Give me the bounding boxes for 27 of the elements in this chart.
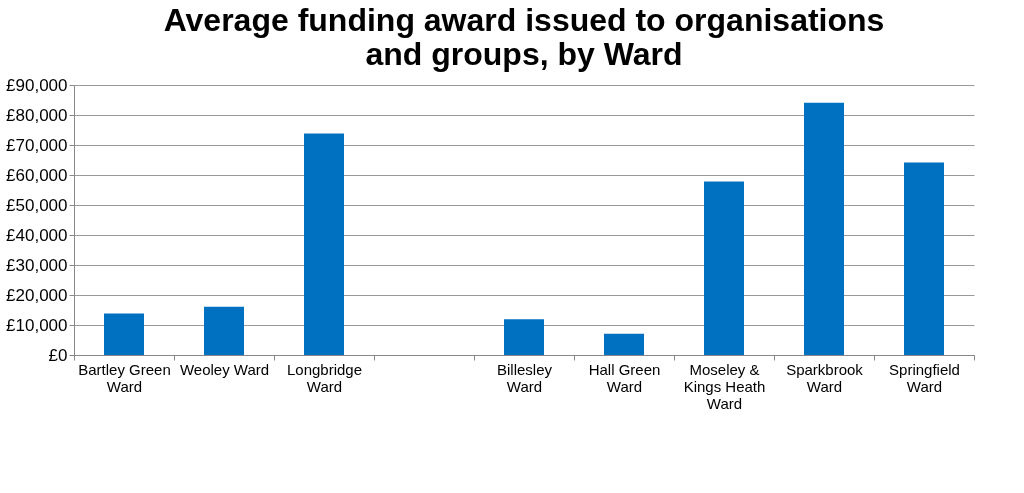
bar (904, 162, 944, 355)
chart-title: Average funding award issued to organisations and groups, by Ward (163, 2, 885, 72)
y-tick-label: £50,000 (6, 195, 68, 215)
bar (704, 181, 744, 355)
y-tick-label: £10,000 (6, 315, 68, 335)
y-tick-label: £30,000 (6, 255, 68, 275)
bar (504, 319, 544, 355)
y-tick-label: £0 (48, 345, 68, 365)
bar (304, 133, 344, 355)
x-tick-label: Hall Green Ward (588, 360, 661, 395)
bar (604, 333, 644, 355)
x-tick-label: Weoley Ward (179, 360, 270, 378)
x-tick-label: Sparkbrook Ward (786, 360, 864, 395)
y-tick-label: £40,000 (6, 225, 68, 245)
x-tick-label: Springfield Ward (889, 360, 960, 395)
bar (804, 102, 844, 355)
bar (204, 306, 244, 355)
x-tick-label: Longbridge Ward (286, 360, 363, 395)
x-tick-label: Moseley & Kings Heath Ward (683, 360, 766, 412)
x-tick-label: Billesley Ward (496, 360, 553, 395)
y-tick-label: £60,000 (6, 165, 68, 185)
y-tick-label: £90,000 (6, 75, 68, 95)
y-tick-label: £80,000 (6, 105, 68, 125)
x-tick-label: Bartley Green Ward (78, 360, 171, 395)
y-tick-label: £20,000 (6, 285, 68, 305)
bar (104, 313, 144, 355)
y-tick-label: £70,000 (6, 135, 68, 155)
